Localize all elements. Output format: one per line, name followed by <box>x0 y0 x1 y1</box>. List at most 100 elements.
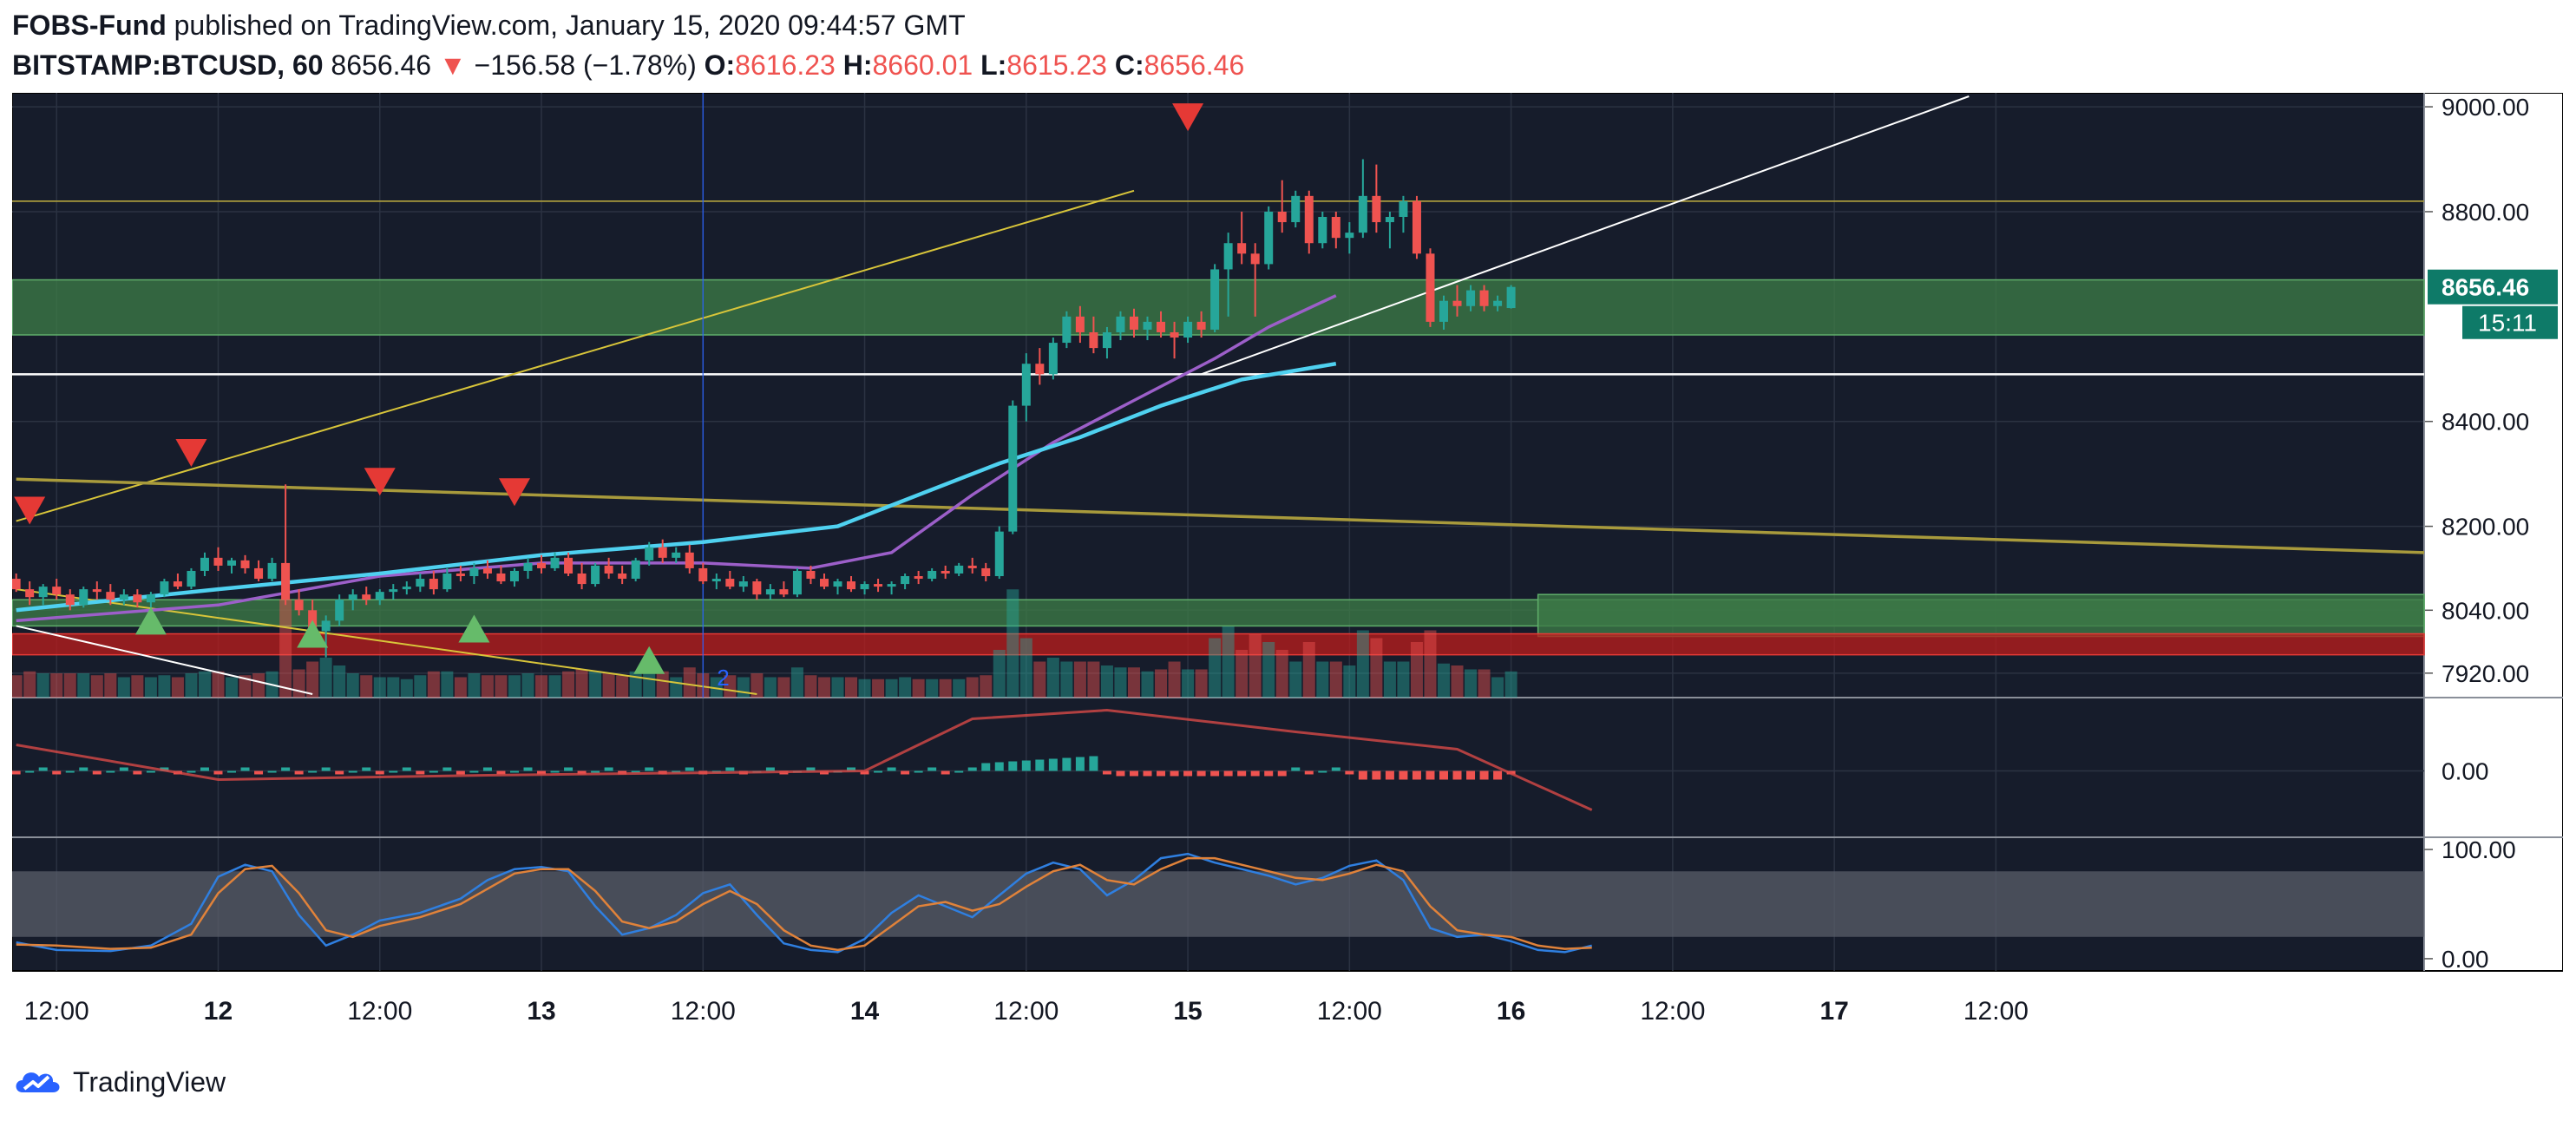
x-tick-label: 17 <box>1819 997 1848 1026</box>
candle-body <box>779 589 789 595</box>
candle-body <box>792 570 802 595</box>
candle-body <box>1075 316 1085 332</box>
volume-bar <box>1343 665 1356 698</box>
volume-bar <box>804 675 817 698</box>
macd-bar <box>1129 770 1138 777</box>
publish-line: FOBS-Fund published on TradingView.com, … <box>12 5 2528 45</box>
volume-bar <box>441 671 454 698</box>
candle-body <box>1183 321 1193 338</box>
volume-bar <box>858 678 871 698</box>
volume-bar <box>912 678 925 698</box>
candle-body <box>658 547 667 558</box>
candle-body <box>711 579 721 582</box>
macd-bar <box>146 770 155 773</box>
macd-bar <box>1304 770 1314 775</box>
candle-body <box>1493 300 1503 306</box>
chart-canvas[interactable]: 12:00 12 12:00 13 12:00 14 12:00 15 12:00 16 12:00… <box>12 93 2563 1040</box>
macd-bar <box>1426 770 1435 780</box>
macd-bar <box>456 770 465 775</box>
volume-bar <box>198 671 211 698</box>
candle-body <box>1277 211 1287 223</box>
volume-bar <box>1060 661 1073 698</box>
candle-body <box>1062 316 1072 344</box>
volume-bar <box>508 675 521 698</box>
symbol-label[interactable]: BITSTAMP:BTCUSD, 60 <box>12 49 324 81</box>
macd-bar <box>577 770 587 775</box>
candle-body <box>631 560 640 580</box>
macd-bar <box>685 767 694 771</box>
candle-body <box>456 573 465 577</box>
tradingview-brand[interactable]: TradingView <box>73 1065 226 1098</box>
volume-bar <box>1356 630 1369 698</box>
price-change: −156.58 (−1.78%) <box>474 49 697 81</box>
stoch-k-line <box>16 852 1592 954</box>
macd-bar <box>1331 767 1340 771</box>
volume-bar <box>226 677 239 698</box>
macd-bar <box>52 770 62 775</box>
volume-bar <box>212 671 225 698</box>
volume-bar <box>535 675 548 698</box>
volume-bar <box>899 677 912 698</box>
candle-body <box>402 587 411 590</box>
macd-bar <box>362 767 371 771</box>
volume-bar <box>1491 677 1504 698</box>
candle-body <box>604 565 613 574</box>
yellow-trendline <box>16 588 757 695</box>
macd-bar <box>604 767 613 771</box>
candle-series <box>12 159 1516 658</box>
volume-bar <box>117 677 130 698</box>
y-tick-label: 8040.00 <box>2442 597 2529 624</box>
volume-bar <box>387 677 400 698</box>
volume-bar <box>1073 661 1086 698</box>
macd-bar <box>509 770 519 773</box>
candle-body <box>914 576 923 580</box>
candle-body <box>1102 331 1111 349</box>
macd-bar <box>442 767 452 771</box>
volume-bar <box>414 675 427 698</box>
macd-bar <box>267 770 277 773</box>
candle-body <box>12 579 21 590</box>
volume-bar <box>764 677 777 698</box>
y-tick-label: 9000.00 <box>2442 94 2529 121</box>
candle-body <box>765 589 775 595</box>
macd-bar <box>187 770 196 773</box>
author-name[interactable]: FOBS-Fund <box>12 10 167 41</box>
low-label: L: <box>980 49 1007 81</box>
volume-bar <box>1504 671 1517 698</box>
volume-bar <box>1127 667 1140 698</box>
tradingview-cloud-icon[interactable] <box>12 1066 64 1098</box>
ma-fast-line <box>16 294 1337 623</box>
volume-bar <box>831 677 844 698</box>
candle-body <box>1157 321 1166 332</box>
macd-bar <box>941 770 950 775</box>
candle-body <box>1196 321 1206 330</box>
candle-body <box>941 570 950 574</box>
candle-body <box>1089 331 1098 349</box>
candle-body <box>1048 343 1058 375</box>
macd-bar <box>1196 770 1206 777</box>
volume-bar <box>36 673 49 698</box>
macd-y-tick-label: 0.00 <box>2442 758 2489 785</box>
candle-body <box>1170 331 1179 338</box>
candle-body <box>79 589 88 606</box>
volume-bar <box>1141 671 1154 698</box>
macd-bar <box>1035 759 1045 771</box>
volume-bar <box>1262 642 1275 698</box>
plot-background <box>12 93 2424 971</box>
volume-bar <box>1329 661 1342 698</box>
high-label: H: <box>842 49 873 81</box>
macd-bar <box>348 770 357 773</box>
volume-bar <box>63 673 76 698</box>
stoch-band <box>12 871 2424 937</box>
macd-bar <box>213 770 223 775</box>
candle-body <box>146 594 155 603</box>
candle-body <box>1358 195 1367 233</box>
candle-body <box>1291 195 1301 223</box>
open-value: 8616.23 <box>735 49 836 81</box>
candle-body <box>509 570 519 582</box>
volume-bar <box>872 678 885 698</box>
candle-body <box>106 592 115 600</box>
candle-body <box>416 579 425 587</box>
macd-bar <box>967 767 977 771</box>
macd-bar <box>1250 770 1260 777</box>
